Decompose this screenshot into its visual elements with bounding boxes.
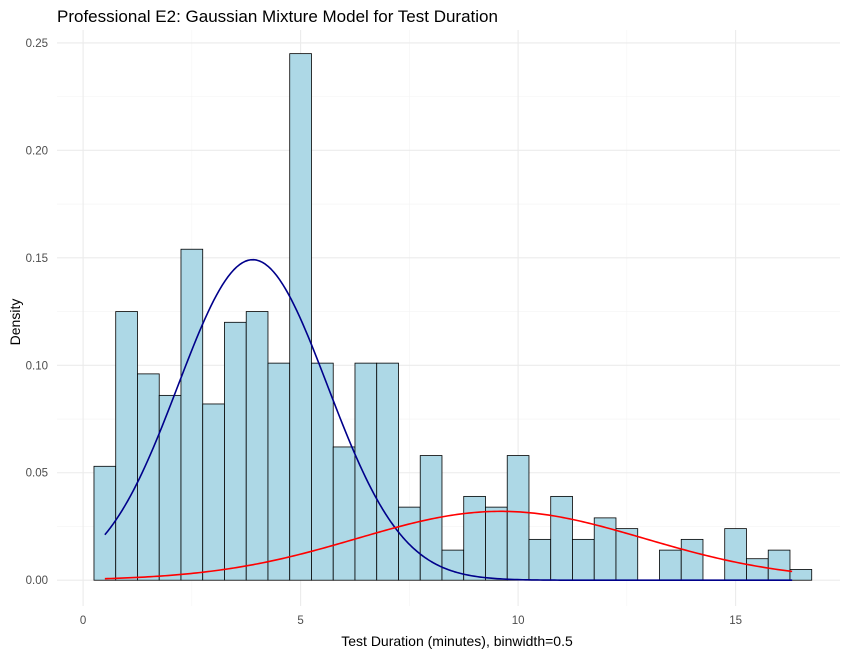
y-tick-label: 0.20 — [26, 145, 48, 157]
histogram-bar — [659, 549, 682, 581]
gaussian-component-line — [104, 258, 793, 582]
y-tick-label: 0.10 — [26, 360, 48, 372]
histogram-bar — [572, 538, 595, 581]
y-tick-label: 0.00 — [26, 575, 48, 587]
histogram-bar — [528, 538, 552, 581]
curves-layer — [104, 258, 793, 582]
histogram-bar — [767, 549, 791, 581]
histogram-bar — [376, 362, 399, 581]
y-tick-label: 0.25 — [26, 38, 48, 50]
histogram-bar — [550, 495, 573, 581]
histogram-bar — [202, 403, 225, 581]
x-tick-label: 0 — [80, 615, 86, 627]
histogram-bar — [180, 248, 204, 581]
histogram-bar — [441, 549, 465, 581]
histogram-bar — [115, 311, 138, 581]
bars-layer — [93, 53, 813, 581]
histogram-bar — [746, 558, 769, 581]
histogram-bar — [463, 495, 486, 581]
histogram-bar — [354, 362, 378, 581]
histogram-bar — [267, 362, 291, 581]
histogram-bar — [245, 311, 269, 581]
histogram-bar — [289, 53, 312, 581]
histogram-bar — [680, 538, 704, 581]
chart-title: Professional E2: Gaussian Mixture Model … — [57, 7, 498, 26]
histogram-bar — [419, 455, 443, 581]
y-tick-label: 0.15 — [26, 253, 48, 265]
x-tick-label: 10 — [512, 615, 525, 627]
histogram-bar — [158, 394, 182, 581]
gaussian-component-line — [104, 510, 793, 580]
y-axis-title: Density — [7, 299, 23, 346]
histogram-bar — [332, 446, 356, 581]
histogram-bar — [506, 455, 530, 581]
histogram-bar — [224, 321, 247, 581]
y-tick-label: 0.05 — [26, 468, 48, 480]
x-tick-label: 5 — [297, 615, 303, 627]
histogram-bar — [724, 528, 747, 581]
histogram-bar — [485, 506, 508, 581]
x-tick-label: 15 — [729, 615, 742, 627]
x-axis-title: Test Duration (minutes), binwidth=0.5 — [341, 633, 573, 649]
histogram-bar — [93, 465, 117, 581]
ticks-layer: 0 5 10 15 0.00 0.05 0.10 0.15 0.20 0.25 — [26, 38, 742, 627]
histogram-bar — [789, 569, 813, 581]
